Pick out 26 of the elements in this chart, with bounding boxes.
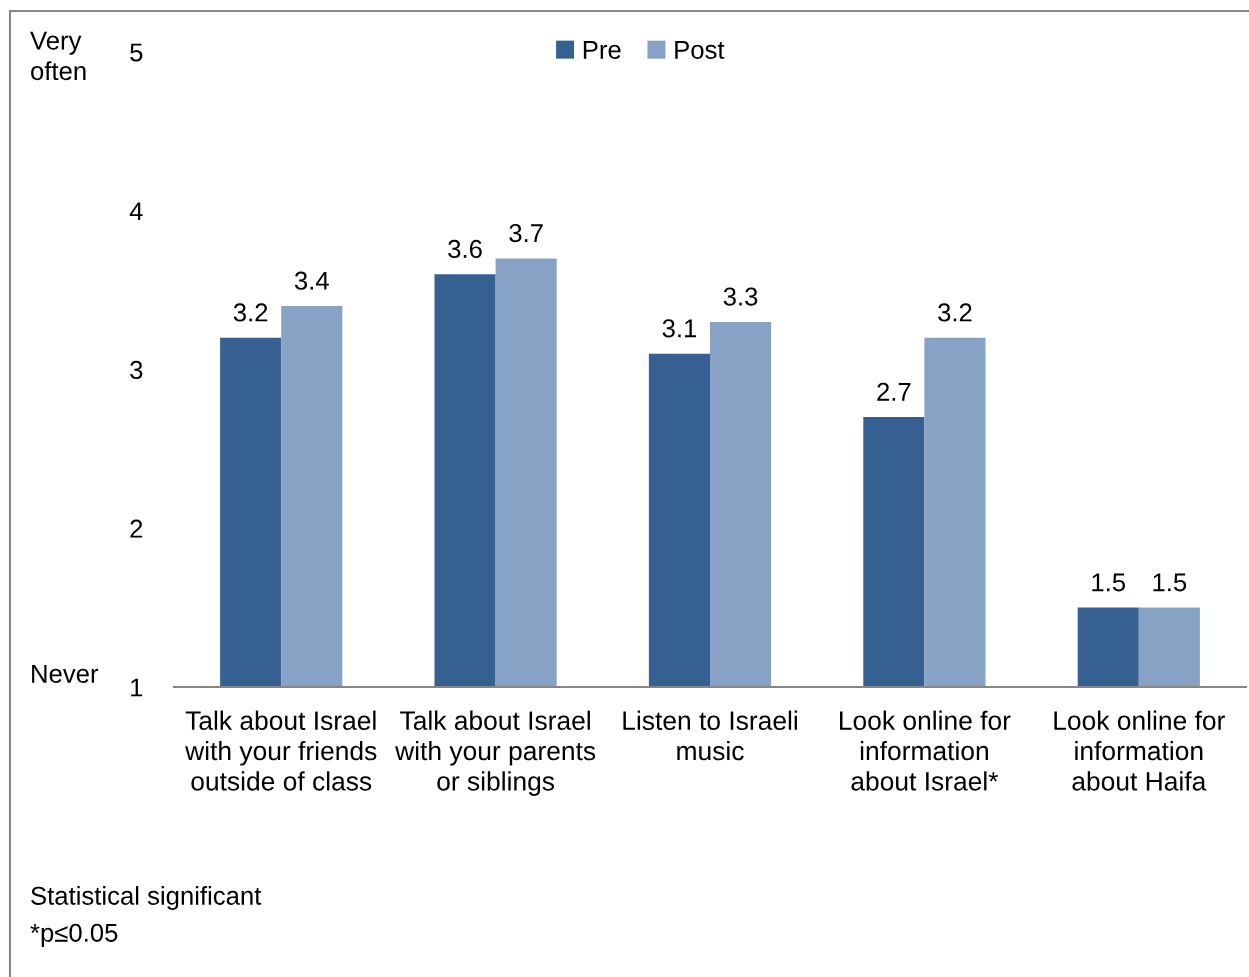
- data-label: 3.2: [233, 303, 268, 322]
- text: Very often: [30, 31, 86, 81]
- x-tick-label: Listen to Israeli music: [623, 710, 797, 761]
- data-label: 3.4: [294, 271, 329, 290]
- legend-label: Pre: [583, 40, 621, 59]
- data-label: 1.5: [1153, 573, 1187, 592]
- data-label: 3.1: [662, 319, 697, 338]
- y-tick-label: 4: [129, 202, 143, 221]
- text: Statistical significant: [31, 886, 262, 910]
- data-label: 3.6: [448, 239, 482, 259]
- text: *p≤0.05: [30, 923, 118, 947]
- legend-label: Post: [675, 40, 725, 59]
- data-label: 1.5: [1092, 573, 1126, 592]
- x-tick-label: Look online for information about Haifa: [1054, 710, 1225, 791]
- y-tick-label: 3: [130, 360, 143, 380]
- text: Never: [32, 664, 99, 683]
- y-tick-label: 5: [130, 43, 143, 62]
- data-label: 3.2: [938, 303, 972, 322]
- data-label: 2.7: [877, 382, 911, 401]
- x-tick-label: Look online for information about Israel*: [840, 710, 1011, 791]
- x-tick-label: Talk about Israel with your parents or siblings: [395, 710, 596, 796]
- x-tick-label: Talk about Israel with your friends outside of class: [185, 710, 377, 791]
- data-label: 3.7: [509, 223, 543, 243]
- y-tick-label: 2: [130, 519, 143, 538]
- y-tick-label: 1: [131, 678, 143, 697]
- data-label: 3.3: [723, 287, 758, 306]
